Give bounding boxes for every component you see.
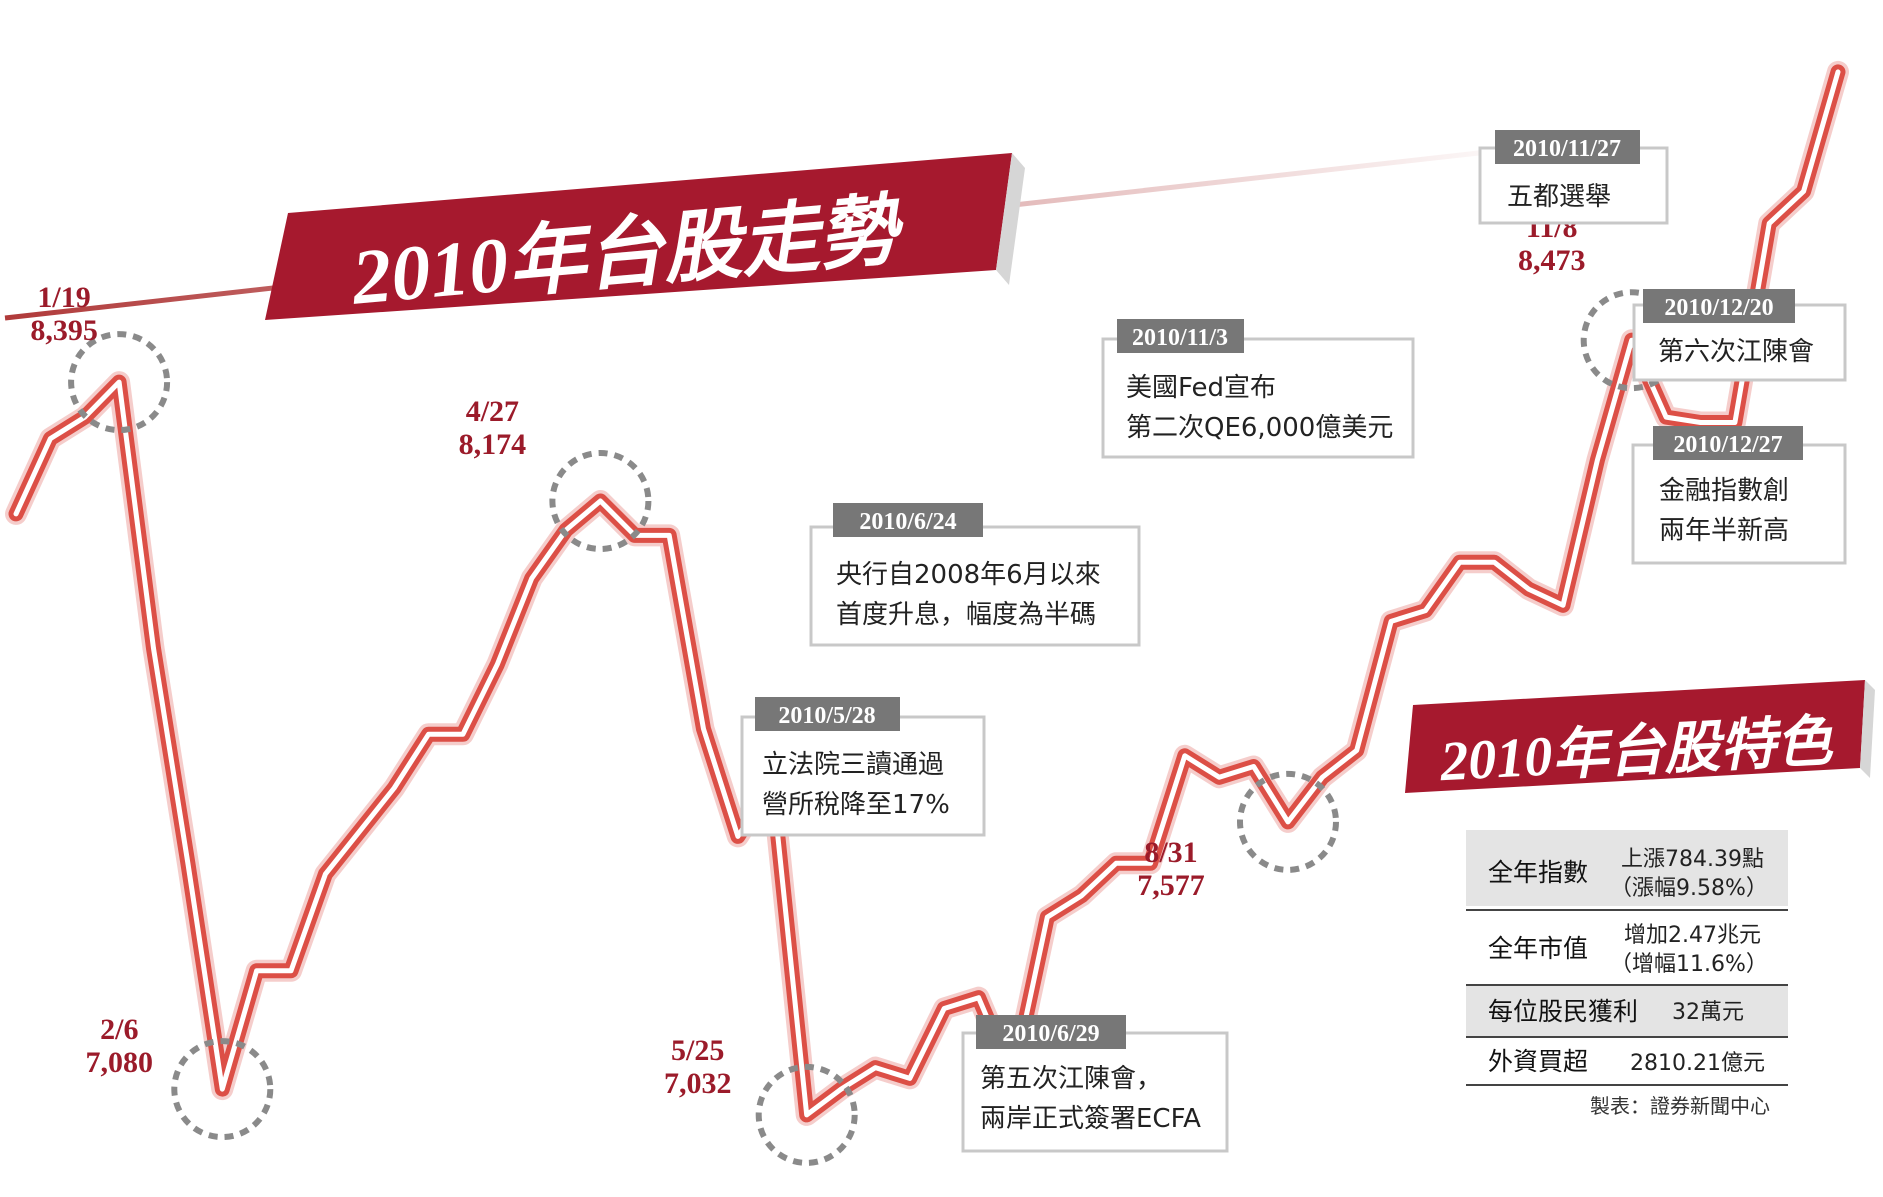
event-date: 2010/12/20 xyxy=(1664,295,1773,321)
title-group: 2010年台股走勢 xyxy=(4,142,1551,321)
event-callouts: 2010/11/27 五都選舉 2010/12/20 第六次江陳會 2010/1… xyxy=(740,130,1847,1153)
point-date-label: 5/25 xyxy=(671,1034,724,1067)
features-row-bg xyxy=(1466,830,1788,906)
event-date: 2010/6/29 xyxy=(1002,1021,1099,1047)
event-callout: 2010/6/24 央行自2008年6月以來 首度升息，幅度為半碼 xyxy=(809,503,1141,647)
features-credit: 製表：證券新聞中心 xyxy=(1590,1094,1770,1118)
event-text: 首度升息，幅度為半碼 xyxy=(836,600,1096,630)
point-value-label: 8,473 xyxy=(1518,244,1586,277)
title-banner xyxy=(265,153,1012,320)
event-text: 第六次江陳會 xyxy=(1658,337,1814,367)
features-banner xyxy=(1405,680,1865,793)
features-row-bg xyxy=(1466,985,1788,1037)
event-text: 央行自2008年6月以來 xyxy=(836,560,1101,590)
point-value-label: 7,577 xyxy=(1137,869,1205,902)
event-date: 2010/12/27 xyxy=(1673,432,1782,458)
features-banner-shadow xyxy=(1860,680,1875,778)
highlight-ring xyxy=(1237,770,1339,873)
point-value-label: 7,080 xyxy=(86,1046,154,1079)
event-date: 2010/6/24 xyxy=(859,509,956,535)
features-row-label: 全年市值 xyxy=(1488,934,1588,963)
series-line-group xyxy=(5,60,1849,1126)
highlight-ring xyxy=(171,1038,274,1141)
highlight-ring xyxy=(68,331,171,434)
point-date-label: 2/6 xyxy=(100,1013,138,1046)
features-row-label: 每位股民獲利 xyxy=(1488,997,1638,1026)
title-banner-shadow xyxy=(996,153,1025,285)
highlight-ring xyxy=(549,450,652,552)
event-text: 兩年半新高 xyxy=(1659,516,1789,546)
event-callout: 2010/11/27 五都選舉 xyxy=(1478,130,1669,225)
event-text: 營所稅降至17% xyxy=(762,790,950,820)
point-date-label: 4/27 xyxy=(466,395,519,428)
highlight-ring xyxy=(755,1063,858,1166)
point-date-label: 1/19 xyxy=(37,281,90,314)
event-text: 第二次QE6,000億美元 xyxy=(1126,413,1393,443)
event-callout: 2010/12/27 金融指數創 兩年半新高 xyxy=(1631,426,1847,565)
features-row-value: 2810.21億元 xyxy=(1630,1051,1765,1076)
event-callout: 2010/5/28 立法院三讀通過 營所稅降至17% xyxy=(740,697,986,837)
features-row-label: 外資買超 xyxy=(1488,1047,1588,1076)
features-row-value: 32萬元 xyxy=(1672,1000,1744,1025)
event-text: 立法院三讀通過 xyxy=(762,750,944,780)
event-date: 2010/11/27 xyxy=(1513,136,1621,162)
point-value-label: 8,972 xyxy=(1673,0,1741,2)
features-row-value: （漲幅9.58%） xyxy=(1610,876,1768,901)
event-text: 金融指數創 xyxy=(1659,476,1789,506)
event-date: 2010/5/28 xyxy=(778,703,875,729)
features-panel: 2010年台股特色 全年指數 上漲784.39點 （漲幅9.58%） 全年市值 … xyxy=(1405,680,1875,1118)
event-text: 兩岸正式簽署ECFA xyxy=(980,1104,1201,1134)
point-value-label: 8,174 xyxy=(459,428,527,461)
point-date-label: 8/31 xyxy=(1144,836,1197,869)
event-callout: 2010/11/3 美國Fed宣布 第二次QE6,000億美元 xyxy=(1101,319,1415,459)
features-row-value: 上漲784.39點 xyxy=(1621,847,1764,872)
event-text: 五都選舉 xyxy=(1507,182,1611,212)
event-text: 美國Fed宣布 xyxy=(1126,373,1276,403)
event-callout: 2010/6/29 第五次江陳會， 兩岸正式簽署ECFA xyxy=(961,1015,1229,1153)
point-value-label: 7,032 xyxy=(664,1067,732,1100)
point-value-label: 8,395 xyxy=(30,314,98,347)
series-line xyxy=(13,69,1841,1118)
features-row-value: 增加2.47兆元 xyxy=(1624,923,1761,948)
features-row-label: 全年指數 xyxy=(1488,858,1588,887)
event-callout: 2010/12/20 第六次江陳會 xyxy=(1632,289,1847,382)
event-text: 第五次江陳會， xyxy=(980,1064,1162,1094)
features-row-value: （增幅11.6%） xyxy=(1610,952,1768,977)
event-date: 2010/11/3 xyxy=(1132,325,1228,351)
